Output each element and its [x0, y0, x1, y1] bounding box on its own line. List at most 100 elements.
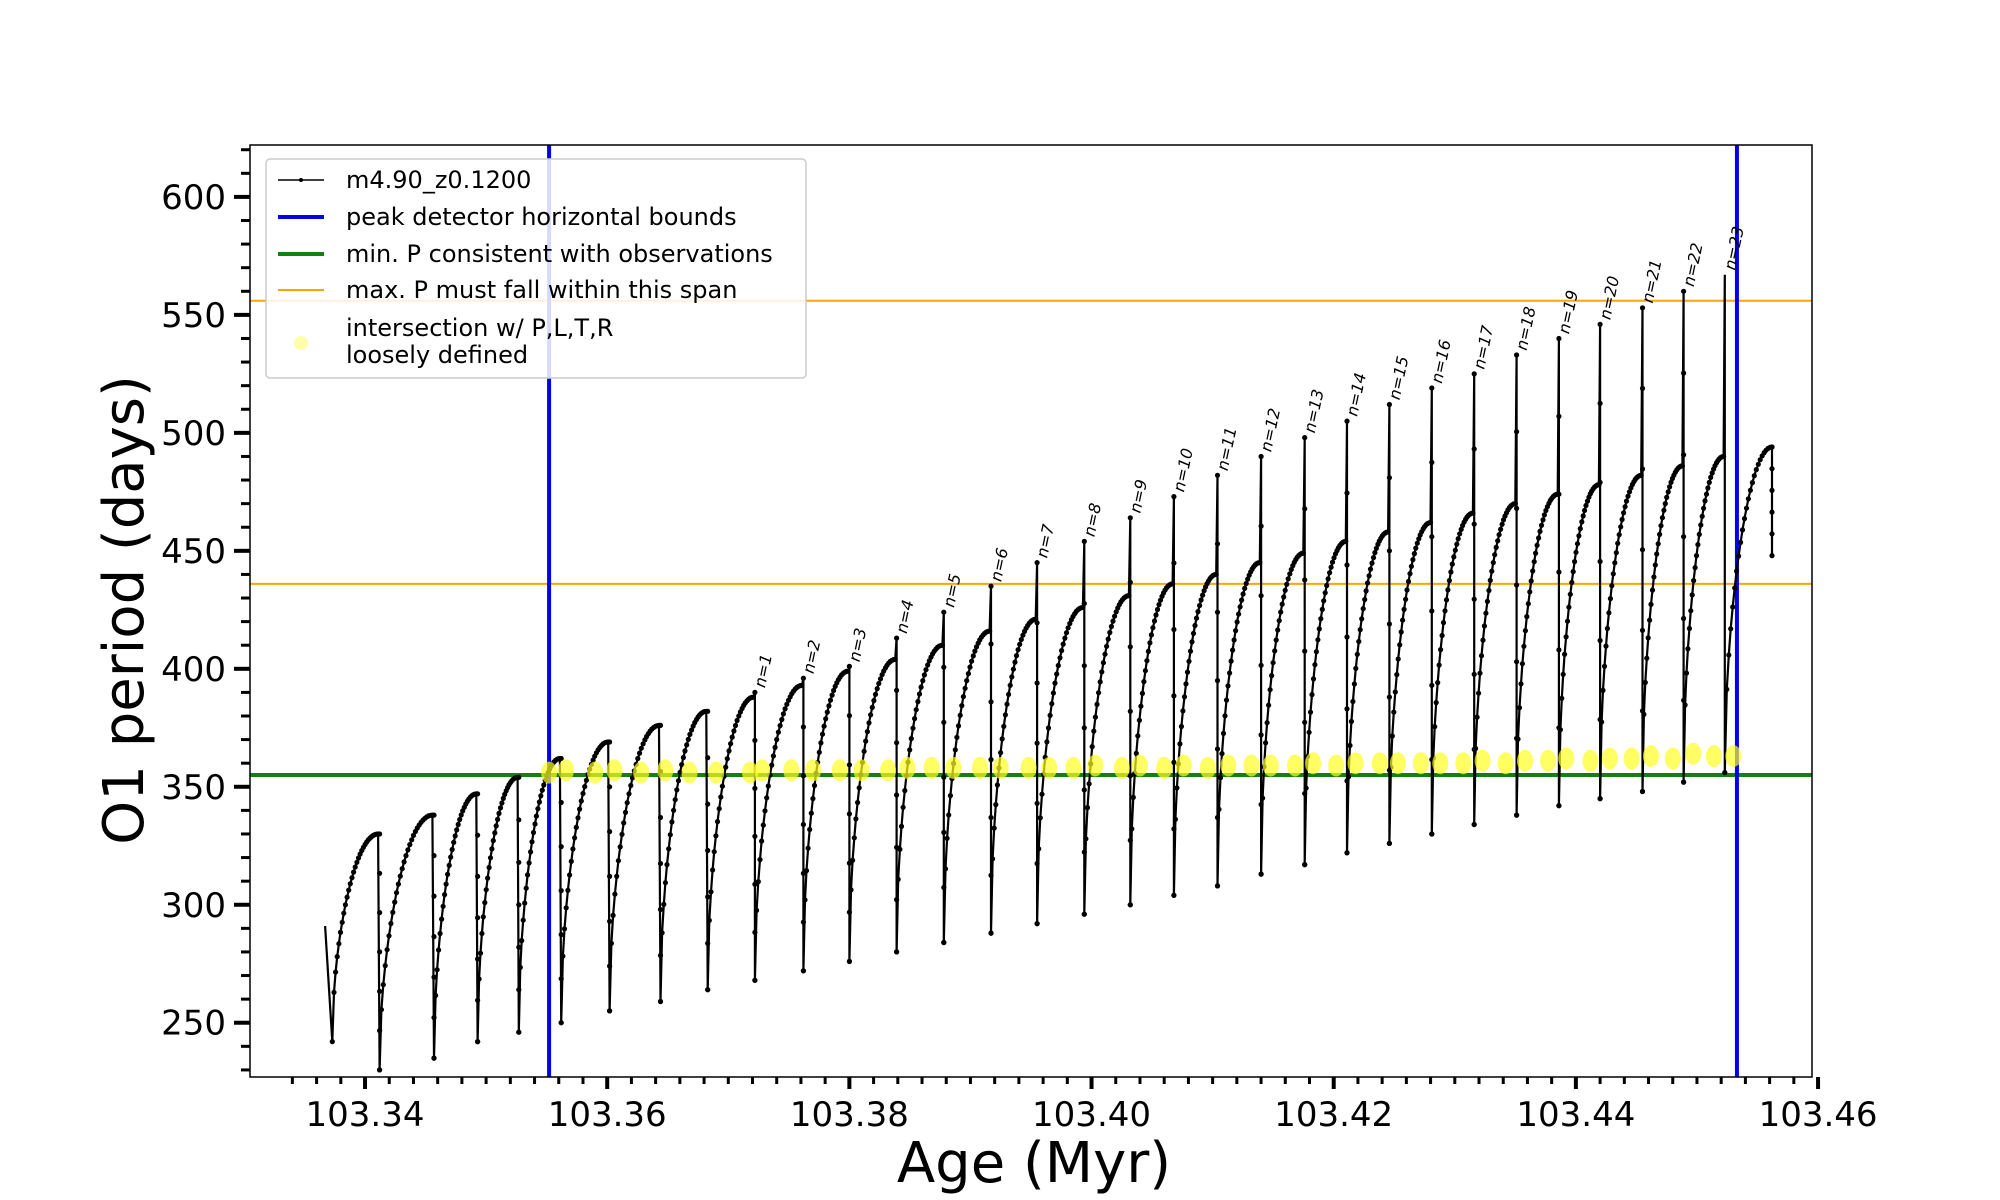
- track-point: [558, 1020, 564, 1026]
- track-point: [772, 744, 778, 751]
- track-point: [816, 749, 822, 755]
- track-point: [1153, 612, 1159, 618]
- track-point: [433, 992, 439, 999]
- track-point: [1695, 542, 1701, 548]
- legend-label-bounds: peak detector horizontal bounds: [346, 203, 737, 231]
- track-point: [390, 909, 396, 915]
- track-point: [1564, 618, 1571, 624]
- track-point: [1034, 921, 1040, 927]
- track-point: [1556, 569, 1562, 575]
- track-point: [1214, 541, 1221, 547]
- intersection-dot: [742, 761, 759, 784]
- track-point: [1413, 545, 1419, 551]
- track-point: [1222, 713, 1228, 719]
- track-point: [497, 805, 504, 811]
- track-point: [628, 782, 634, 789]
- track-point: [1639, 788, 1646, 795]
- intersection-dot: [1601, 747, 1618, 770]
- track-point: [560, 953, 566, 959]
- track-point: [607, 739, 613, 745]
- track-point: [1449, 561, 1455, 567]
- track-point: [1108, 623, 1114, 630]
- intersection-dot: [681, 761, 698, 784]
- intersection-dot: [1497, 752, 1514, 775]
- track-point: [775, 729, 782, 735]
- track-point: [1386, 694, 1392, 700]
- track-point: [1322, 590, 1328, 596]
- intersection-dot: [1643, 745, 1659, 768]
- intersection-dot: [1020, 756, 1037, 779]
- track-point: [1350, 698, 1356, 705]
- track-point: [1316, 626, 1322, 632]
- track-point: [409, 837, 415, 843]
- track-point: [846, 762, 853, 768]
- track-point: [1741, 516, 1748, 522]
- track-point: [567, 872, 573, 878]
- track-point: [434, 967, 440, 973]
- track-point: [689, 727, 695, 733]
- track-point: [1473, 745, 1479, 752]
- peak-label: n=23: [1720, 225, 1748, 272]
- track-point: [716, 806, 722, 812]
- track-point: [1307, 709, 1314, 715]
- peak-label: n=3: [845, 626, 871, 663]
- track-point: [988, 699, 994, 705]
- track-point: [386, 933, 392, 939]
- track-point: [1110, 618, 1116, 624]
- track-point: [960, 694, 967, 700]
- track-point: [988, 641, 994, 647]
- track-point: [1315, 637, 1321, 643]
- track-point: [1597, 558, 1603, 565]
- track-point: [824, 709, 830, 715]
- track-point: [827, 697, 834, 703]
- track-point: [1597, 321, 1603, 327]
- track-point: [489, 846, 495, 852]
- track-point: [1597, 637, 1603, 644]
- track-point: [1258, 871, 1264, 877]
- track-point: [1086, 781, 1092, 787]
- peak-label: n=14: [1342, 371, 1370, 418]
- track-point: [1325, 576, 1331, 582]
- track-point: [912, 716, 918, 722]
- track-point: [535, 806, 541, 812]
- track-point: [492, 830, 498, 836]
- track-point: [1007, 682, 1013, 688]
- track-point: [558, 755, 564, 762]
- track-point: [1107, 629, 1113, 636]
- track-point: [1471, 671, 1477, 677]
- track-point: [529, 839, 535, 845]
- track-point: [1324, 582, 1330, 589]
- track-point: [558, 799, 564, 806]
- track-point: [868, 712, 874, 718]
- track-point: [1195, 609, 1201, 615]
- track-point: [1034, 740, 1040, 746]
- track-point: [1682, 702, 1688, 708]
- track-point: [1657, 531, 1663, 538]
- track-point: [516, 859, 522, 865]
- track-point: [437, 930, 443, 937]
- track-point: [397, 873, 403, 879]
- track-point: [1429, 459, 1435, 465]
- track-point: [818, 740, 824, 746]
- track-point: [708, 889, 714, 895]
- track-point: [1230, 647, 1236, 653]
- intersection-dot: [1582, 749, 1599, 772]
- track-point: [1258, 453, 1264, 460]
- track-point: [1647, 617, 1653, 623]
- track-point: [1367, 566, 1374, 572]
- track-point: [1686, 625, 1692, 632]
- track-point: [1091, 728, 1097, 734]
- track-point: [1753, 467, 1759, 473]
- track-point: [1458, 526, 1464, 533]
- track-point: [1474, 714, 1480, 720]
- track-point: [1344, 418, 1350, 424]
- track-point: [1306, 729, 1312, 735]
- peak-label: n=10: [1169, 446, 1197, 493]
- track-point: [1239, 597, 1245, 603]
- track-point: [947, 793, 954, 799]
- track-point: [1309, 692, 1315, 698]
- track-point: [1726, 652, 1732, 658]
- track-point: [1681, 697, 1687, 703]
- track-point: [1734, 568, 1740, 574]
- x-tick-label: 103.44: [1516, 1095, 1635, 1135]
